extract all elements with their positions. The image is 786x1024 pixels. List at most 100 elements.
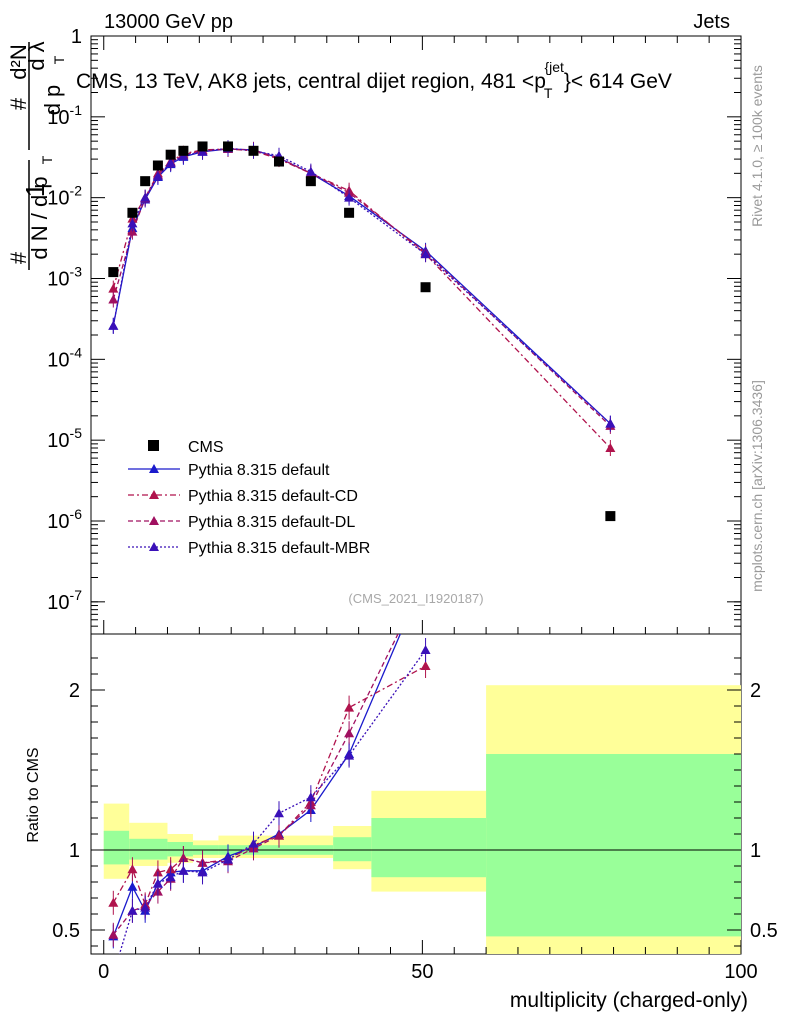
main-series-markers [108, 140, 616, 522]
mcplots-label: mcplots.cern.ch [arXiv:1306.3436] [749, 380, 765, 592]
ylabel-hash-2: # [6, 97, 31, 110]
ratio-marker-default [127, 881, 138, 891]
xlabel: multiplicity (charged-only) [510, 989, 748, 1012]
ratio-ytick-label-right: 2 [750, 680, 761, 702]
marker-cms [127, 207, 138, 218]
band-inner-5 [333, 837, 372, 862]
header-right: Jets [693, 11, 730, 33]
ylabel-hash-1: # [6, 251, 31, 264]
ratio-ytick-label-right: 1 [750, 840, 761, 862]
ratio-marker-cd [420, 661, 431, 670]
legend-label-default: Pythia 8.315 default [188, 462, 330, 479]
ratio-xtick-label: 50 [411, 961, 433, 983]
legend-label-cms: CMS [188, 439, 224, 456]
marker-cms [140, 176, 151, 187]
marker-mbr [108, 320, 119, 330]
ratio-marker-mbr [178, 865, 189, 875]
legend-label-mbr: Pythia 8.315 default-MBR [188, 540, 370, 557]
ratio-xtick-label: 0 [98, 961, 109, 983]
marker-mbr [344, 192, 355, 202]
ratio-xtick-label: 100 [724, 961, 757, 983]
ratio-marker-mbr [108, 970, 118, 979]
ratio-marker-dl [108, 929, 119, 939]
legend-label-dl: Pythia 8.315 default-DL [188, 514, 355, 531]
legend-marker-default [149, 464, 159, 473]
ratio-series-lines [112, 634, 427, 954]
analysis-id-watermark: (CMS_2021_I1920187) [348, 591, 483, 606]
ratio-marker-mbr [127, 905, 138, 915]
ylabel-T-1: T [39, 155, 55, 164]
line-mbr [112, 147, 611, 425]
ratio-marker-dl [421, 573, 431, 582]
marker-cms [420, 282, 431, 293]
legend-marker-cd [149, 490, 159, 499]
plot-title: CMS, 13 TeV, AK8 jets, central dijet reg… [76, 59, 672, 101]
marker-cms [605, 511, 616, 522]
main-ytick-label: 10-2 [47, 183, 82, 210]
band-inner-7 [486, 754, 741, 937]
ratio-marker-dl [273, 830, 284, 840]
ratio-marker-cd [127, 864, 138, 874]
ylabel-one: 1 [20, 183, 50, 197]
ratio-ylabel: Ratio to CMS [25, 747, 42, 842]
ratio-marker-default [421, 570, 431, 579]
marker-mbr [140, 192, 151, 202]
ratio-marker-mbr [420, 645, 431, 654]
band-inner-1 [129, 838, 168, 860]
ratio-ytick-label-right: 0.5 [750, 920, 778, 942]
ratio-marker-mbr [248, 838, 259, 848]
marker-mbr [420, 249, 431, 259]
main-ytick-label: 1 [71, 26, 82, 48]
marker-cms [197, 141, 208, 152]
ylabel-dpT: d p [40, 85, 65, 116]
ratio-marker-mbr [273, 808, 284, 818]
marker-mbr [127, 218, 138, 228]
marker-mbr [165, 157, 176, 167]
main-ytick-label: 10-3 [47, 263, 82, 290]
main-axis-ticks: 10-7 10-6 10-5 10-4 10-3 10-2 10-1 1 [47, 26, 742, 634]
main-series-lines [112, 147, 611, 449]
legend-label-cd: Pythia 8.315 default-CD [188, 488, 358, 505]
main-ytick-label: 10-6 [47, 506, 82, 533]
ratio-uncertainty-bands [91, 685, 741, 954]
ratio-marker-mbr [140, 902, 151, 912]
band-inner-2 [167, 842, 193, 857]
legend-marker-mbr [149, 542, 159, 551]
ratio-marker-dl [178, 853, 189, 862]
legend-marker-dl [149, 516, 159, 525]
ratio-ytick-label-left: 1 [69, 840, 80, 862]
marker-cms [344, 207, 355, 218]
ratio-marker-cd [108, 897, 119, 907]
marker-cms [305, 176, 316, 187]
marker-cms [178, 145, 189, 156]
main-ytick-label: 10-1 [47, 102, 82, 129]
ratio-ytick-label-left: 2 [69, 680, 80, 702]
ratio-marker-dl [344, 728, 355, 738]
ratio-marker-mbr [152, 878, 163, 888]
marker-cd [108, 283, 119, 293]
ratio-axis-ticks: 0 50 100 0.5 0.5 1 1 2 2 [52, 657, 778, 983]
ylabel-d2N: d²N [6, 44, 31, 79]
ratio-marker-cd [344, 702, 355, 712]
marker-cd [605, 443, 616, 453]
ylabel-dN-dpT: d N / d p [27, 176, 52, 259]
marker-cms [273, 156, 284, 167]
ratio-ytick-label-left: 0.5 [52, 920, 80, 942]
marker-dl [108, 294, 119, 304]
main-ytick-label: 10-4 [47, 344, 82, 371]
marker-cms [152, 160, 163, 171]
line-default [112, 148, 611, 425]
marker-cms [165, 149, 176, 160]
ratio-marker-mbr [165, 872, 176, 882]
legend: CMS Pythia 8.315 default Pythia 8.315 def… [128, 439, 370, 557]
ratio-series-markers [108, 570, 431, 979]
header-left: 13000 GeV pp [104, 11, 233, 33]
marker-cms [223, 141, 234, 152]
ylabel-dlambda: d λ [24, 41, 49, 70]
legend-marker-cms [148, 440, 159, 451]
band-inner-0 [103, 830, 130, 865]
band-inner-6 [371, 818, 487, 878]
line-cd [112, 148, 611, 449]
main-ytick-label: 10-7 [47, 587, 82, 614]
